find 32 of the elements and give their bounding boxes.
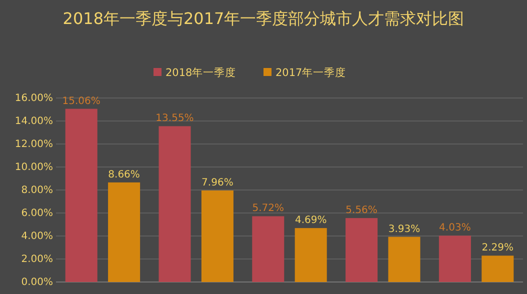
bar bbox=[158, 126, 191, 282]
bar bbox=[438, 236, 471, 282]
bar bbox=[294, 228, 327, 282]
y-tick-label: 12.00% bbox=[14, 139, 53, 150]
bar bbox=[108, 182, 140, 282]
data-label: 3.93% bbox=[388, 224, 420, 235]
y-tick-label: 8.00% bbox=[21, 185, 53, 196]
bar bbox=[252, 216, 284, 282]
bar bbox=[201, 190, 234, 282]
y-tick-label: 6.00% bbox=[21, 208, 53, 220]
bar bbox=[65, 108, 98, 282]
bar bbox=[346, 218, 378, 282]
bar bbox=[388, 236, 420, 282]
data-label: 13.55% bbox=[156, 113, 194, 124]
y-tick-label: 10.00% bbox=[14, 162, 53, 174]
data-label: 7.96% bbox=[202, 177, 234, 188]
data-label: 5.56% bbox=[346, 205, 378, 216]
data-label: 5.72% bbox=[252, 203, 284, 214]
y-tick-label: 4.00% bbox=[21, 231, 53, 242]
data-label: 2.29% bbox=[482, 242, 514, 254]
data-label: 8.66% bbox=[108, 169, 140, 180]
data-label: 4.03% bbox=[439, 222, 471, 234]
y-tick-label: 0.00% bbox=[21, 277, 53, 288]
data-label: 4.69% bbox=[294, 215, 327, 226]
y-tick-label: 16.00% bbox=[14, 93, 53, 104]
data-label: 15.06% bbox=[62, 96, 100, 107]
y-tick-label: 14.00% bbox=[14, 116, 53, 128]
bar bbox=[482, 256, 514, 282]
legend-label: 2018年一季度 bbox=[166, 66, 236, 79]
chart-title: 2018年一季度与2017年一季度部分城市人才需求对比图 bbox=[62, 9, 464, 28]
y-tick-label: 2.00% bbox=[21, 254, 53, 266]
legend-label: 2017年一季度 bbox=[276, 66, 346, 79]
